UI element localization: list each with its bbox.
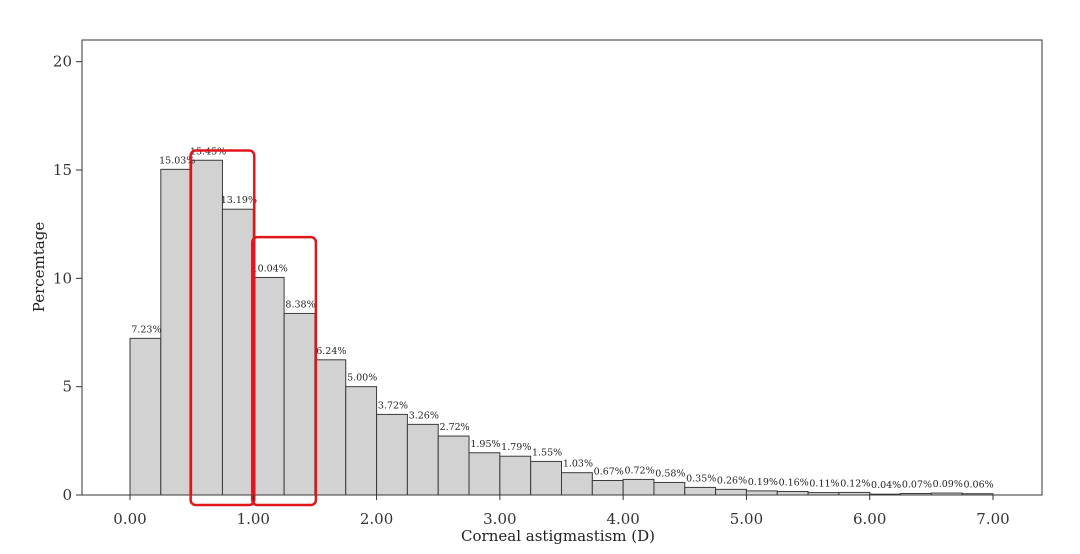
data-label: 0.06%: [963, 480, 993, 491]
bar: [807, 492, 840, 496]
bar: [499, 455, 532, 496]
y-tick-label: 0: [62, 486, 72, 504]
bar: [591, 479, 624, 496]
data-label: 1.03%: [563, 459, 593, 470]
bar: [221, 208, 254, 496]
highlight-boxes-group: [189, 149, 318, 507]
bar: [900, 492, 932, 496]
bar: [838, 491, 871, 496]
x-tick-label: 7.00: [976, 510, 1009, 528]
y-tick-label: 5: [62, 378, 72, 396]
bar: [561, 472, 593, 496]
data-label: 2.72%: [440, 422, 470, 433]
data-label: 15.03%: [159, 155, 195, 166]
bars-group: [129, 159, 994, 496]
y-tick-label: 10: [53, 269, 72, 287]
bar: [930, 492, 963, 496]
data-label: 0.11%: [809, 479, 839, 490]
data-label: 7.23%: [131, 324, 161, 335]
x-tick-label: 6.00: [853, 510, 886, 528]
data-label: 5.00%: [347, 373, 377, 384]
bar: [468, 452, 501, 496]
bar: [129, 337, 162, 496]
bar: [376, 413, 408, 496]
bar: [283, 312, 316, 496]
bar: [961, 493, 994, 496]
x-tick-label: 1.00: [237, 510, 270, 528]
x-axis-title: Corneal astigmastism (D): [461, 527, 655, 545]
data-label: 1.55%: [532, 447, 562, 458]
bar: [745, 490, 778, 496]
bar: [653, 481, 686, 496]
highlight-box: [251, 235, 318, 507]
data-label: 0.04%: [871, 480, 901, 491]
data-label: 3.26%: [409, 410, 439, 421]
bar: [437, 435, 470, 496]
bar: [314, 359, 347, 496]
data-label: 0.67%: [594, 466, 624, 477]
data-label: 6.24%: [316, 346, 346, 357]
x-tick-label: 2.00: [360, 510, 393, 528]
bar: [406, 423, 439, 496]
data-label: 0.16%: [779, 478, 809, 489]
highlight-box: [189, 149, 256, 507]
x-tick-label: 3.00: [483, 510, 516, 528]
y-axis-title: Percemtage: [30, 222, 48, 313]
y-tick-label: 15: [53, 161, 72, 179]
bar: [622, 478, 655, 496]
bar: [191, 159, 223, 496]
data-label: 1.95%: [470, 439, 500, 450]
data-label: 3.72%: [378, 400, 408, 411]
data-label: 0.58%: [655, 468, 685, 479]
bar: [715, 488, 747, 496]
data-label: 1.79%: [501, 442, 531, 453]
data-label: 13.19%: [221, 195, 257, 206]
data-label: 10.04%: [252, 263, 288, 274]
y-tick-label: 20: [53, 53, 72, 71]
bar: [345, 386, 378, 496]
bar: [776, 491, 809, 496]
data-label: 0.09%: [933, 479, 963, 490]
data-label: 0.72%: [624, 465, 654, 476]
data-label: 0.26%: [717, 475, 747, 486]
bar: [530, 460, 563, 496]
bar: [869, 493, 902, 496]
y-axis: 0 5 10 15 20: [53, 53, 82, 504]
data-label: 0.07%: [902, 479, 932, 490]
data-label: 8.38%: [285, 299, 315, 310]
data-label: 0.12%: [840, 478, 870, 489]
x-axis: 0.00 1.00 2.00 3.00 4.00 5.00 6.00 7.00: [113, 495, 1010, 528]
x-tick-label: 0.00: [113, 510, 146, 528]
bar: [252, 276, 285, 496]
data-label: 0.19%: [748, 477, 778, 488]
bar: [160, 168, 193, 496]
x-tick-label: 4.00: [606, 510, 639, 528]
x-tick-label: 5.00: [730, 510, 763, 528]
bar: [684, 486, 717, 496]
data-label: 0.35%: [686, 473, 716, 484]
